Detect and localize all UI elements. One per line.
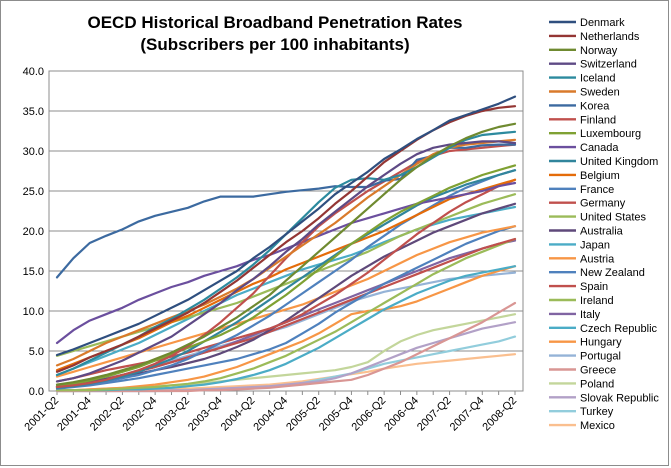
- series-line-greece: [55, 301, 517, 393]
- legend-label: Korea: [580, 100, 610, 112]
- legend-label: Norway: [580, 45, 618, 57]
- x-tick-label: 2004-Q4: [251, 395, 290, 434]
- legend-label: Finland: [580, 114, 616, 126]
- legend-label: Iceland: [580, 73, 615, 85]
- legend-label: Portugal: [580, 351, 621, 363]
- x-tick-label: 2007-Q4: [448, 395, 487, 434]
- legend-label: Germany: [580, 198, 626, 210]
- series-lines: [55, 95, 517, 393]
- series-line-norway: [55, 122, 517, 386]
- legend-label: Turkey: [580, 406, 614, 418]
- series-line-luxembourg: [55, 164, 517, 388]
- x-tick-label: 2005-Q2: [284, 395, 323, 434]
- legend-label: Ireland: [580, 295, 614, 307]
- series-line-denmark: [55, 95, 517, 357]
- legend-label: Slovak Republic: [580, 392, 659, 404]
- series-line-new-zealand: [55, 225, 517, 390]
- series-line-czech-republic: [55, 265, 517, 392]
- x-tick-label: 2003-Q4: [186, 395, 225, 434]
- legend-label: Hungary: [580, 337, 622, 349]
- y-tick-label: 30.0: [23, 146, 44, 158]
- legend-label: Belgium: [580, 170, 620, 182]
- legend-label: Denmark: [580, 17, 625, 29]
- y-tick-label: 5.0: [29, 346, 44, 358]
- y-tick-label: 20.0: [23, 226, 44, 238]
- legend-label: Poland: [580, 378, 614, 390]
- y-tick-label: 25.0: [23, 186, 44, 198]
- legend-label: Mexico: [580, 420, 615, 432]
- legend-label: Netherlands: [580, 31, 640, 43]
- legend-label: France: [580, 184, 614, 196]
- legend: Denmark Netherlands Norway Switzerland Icela…: [549, 17, 659, 432]
- x-tick-label: 2002-Q2: [88, 395, 127, 434]
- series-line-hungary: [55, 265, 517, 392]
- y-tick-label: 40.0: [23, 66, 44, 78]
- y-tick-label: 35.0: [23, 106, 44, 118]
- x-tick-label: 2003-Q2: [153, 395, 192, 434]
- legend-label: Japan: [580, 239, 610, 251]
- x-tick-label: 2008-Q2: [480, 395, 519, 434]
- series-line-ireland: [55, 237, 517, 392]
- y-tick-label: 10.0: [23, 306, 44, 318]
- legend-label: Sweden: [580, 87, 620, 99]
- legend-label: Luxembourg: [580, 128, 641, 140]
- legend-label: Spain: [580, 281, 608, 293]
- x-tick-label: 2006-Q4: [382, 395, 421, 434]
- x-tick-label: 2004-Q2: [219, 395, 258, 434]
- x-tick-label: 2007-Q2: [415, 395, 454, 434]
- chart-title-block: OECD Historical Broadband Penetration Ra…: [60, 12, 490, 56]
- legend-label: Australia: [580, 226, 624, 238]
- series-line-switzerland: [55, 140, 517, 383]
- chart-title: OECD Historical Broadband Penetration Ra…: [87, 13, 463, 32]
- y-tick-label: 0.0: [29, 386, 44, 398]
- legend-label: Austria: [580, 253, 615, 265]
- x-tick-label: 2006-Q2: [350, 395, 389, 434]
- x-tick-label: 2005-Q4: [317, 395, 356, 434]
- series-line-united-kingdom: [55, 169, 517, 389]
- legend-label: Switzerland: [580, 59, 637, 71]
- chart-subtitle: (Subscribers per 100 inhabitants): [140, 35, 410, 54]
- y-tick-label: 15.0: [23, 266, 44, 278]
- legend-label: Canada: [580, 142, 619, 154]
- series-line-germany: [55, 178, 517, 383]
- legend-label: Italy: [580, 309, 601, 321]
- x-tick-label: 2001-Q4: [55, 395, 94, 434]
- series-line-france: [55, 169, 517, 389]
- legend-label: United States: [580, 212, 647, 224]
- x-tick-label: 2001-Q2: [22, 395, 61, 434]
- series-line-canada: [55, 181, 517, 345]
- legend-label: Greece: [580, 365, 616, 377]
- series-line-japan: [55, 205, 517, 377]
- legend-label: Czech Republic: [580, 323, 658, 335]
- x-tick-label: 2002-Q4: [121, 395, 160, 434]
- legend-label: New Zealand: [580, 267, 645, 279]
- legend-label: United Kingdom: [580, 156, 658, 168]
